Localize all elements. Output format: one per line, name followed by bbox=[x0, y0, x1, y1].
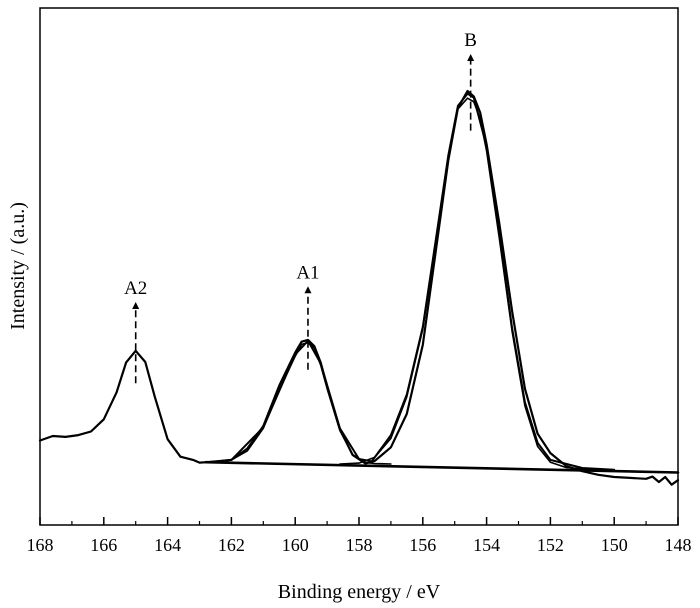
x-tick-label-156: 156 bbox=[409, 535, 436, 555]
x-tick-label-148: 148 bbox=[665, 535, 692, 555]
x-tick-label-154: 154 bbox=[473, 535, 500, 555]
marker-arrow-B bbox=[467, 54, 475, 61]
series-fit-peak-B bbox=[339, 97, 615, 471]
x-ticks: 168 166 164 162 160 158 156 154 152 150 148 bbox=[27, 517, 692, 555]
x-tick-label-162: 162 bbox=[218, 535, 245, 555]
x-tick-label-158: 158 bbox=[346, 535, 373, 555]
x-axis-label: Binding energy / eV bbox=[278, 581, 441, 603]
peak-annotations: A2 A1 B bbox=[124, 30, 477, 384]
peak-label-A2: A2 bbox=[124, 278, 147, 299]
x-tick-label-160: 160 bbox=[282, 535, 309, 555]
x-tick-label-150: 150 bbox=[601, 535, 628, 555]
x-tick-label-166: 166 bbox=[90, 535, 117, 555]
peak-label-B: B bbox=[464, 30, 477, 51]
x-tick-label-168: 168 bbox=[27, 535, 54, 555]
series-fit-peak-A1 bbox=[205, 341, 392, 465]
peak-label-A1: A1 bbox=[296, 262, 319, 283]
x-tick-label-152: 152 bbox=[537, 535, 564, 555]
x-tick-label-164: 164 bbox=[154, 535, 181, 555]
plot-frame bbox=[39, 7, 679, 526]
series-baseline bbox=[204, 460, 680, 474]
marker-arrow-A2 bbox=[132, 302, 140, 310]
y-axis-label: Intensity / (a.u.) bbox=[7, 202, 29, 330]
marker-arrow-A1 bbox=[304, 286, 312, 294]
